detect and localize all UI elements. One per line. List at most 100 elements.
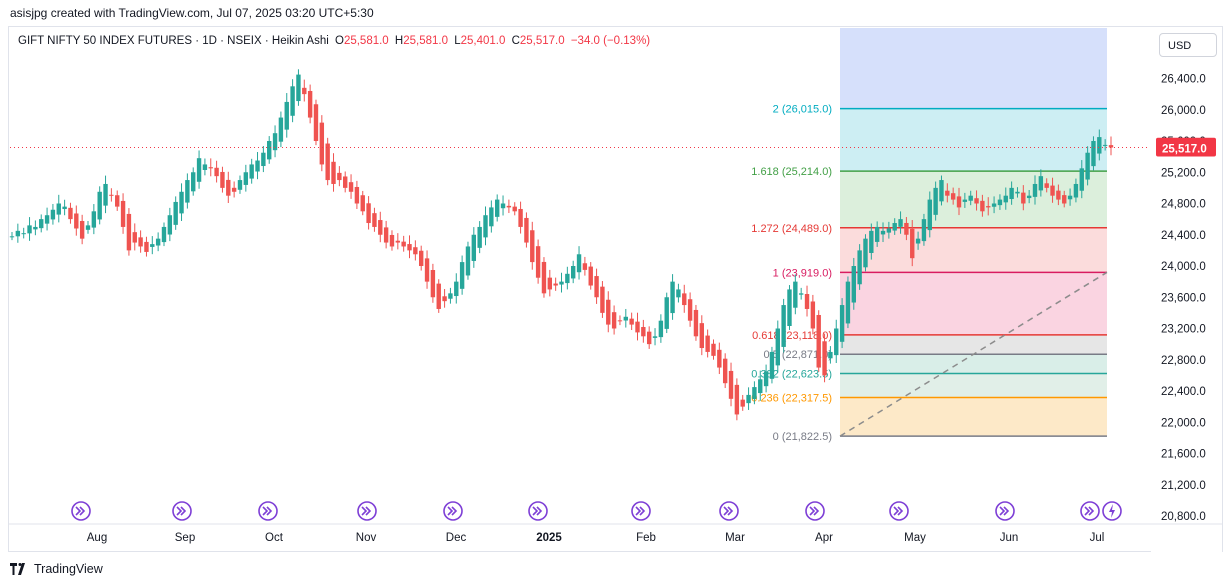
dividend-event-icon[interactable] <box>172 501 192 521</box>
dividend-event-icon[interactable] <box>357 501 377 521</box>
price-axis[interactable]: 26,400.026,000.025,600.025,200.024,800.0… <box>1151 27 1222 552</box>
fib-zone <box>840 354 1107 374</box>
fib-level-label: 1.618 (25,214.0) <box>751 166 832 178</box>
dividend-event-icon[interactable] <box>719 501 739 521</box>
candle-body <box>354 186 360 204</box>
candle-body <box>1032 183 1038 197</box>
candle-body <box>641 327 646 337</box>
y-tick-label: 24,800.0 <box>1161 199 1206 211</box>
candle-body <box>109 194 114 196</box>
candle-body <box>261 152 266 167</box>
lightning-event-icon[interactable] <box>1102 501 1122 521</box>
candle-body <box>1079 168 1084 191</box>
candle-body <box>711 343 716 356</box>
candle-body <box>407 244 412 251</box>
candle-body <box>56 203 61 215</box>
candle-body <box>945 190 950 196</box>
dividend-event-icon[interactable] <box>805 501 825 521</box>
candle-body <box>904 222 909 235</box>
fib-level-label: 0.5 (22,871.0) <box>764 349 833 361</box>
candle-body <box>62 206 67 210</box>
x-tick-label: Dec <box>446 532 467 544</box>
dividend-event-icon[interactable] <box>995 501 1015 521</box>
candle-body <box>798 293 804 295</box>
candle-body <box>185 180 190 203</box>
candle-body <box>1009 187 1014 200</box>
candle-body <box>85 225 91 230</box>
candle-body <box>722 358 728 384</box>
candle-body <box>9 236 15 238</box>
dividend-event-icon[interactable] <box>1080 501 1100 521</box>
symbol-title[interactable]: GIFT NIFTY 50 INDEX FUTURES · 1D · NSEIX… <box>18 35 329 47</box>
candle-body <box>489 207 494 227</box>
dividend-event-icon[interactable] <box>71 501 91 521</box>
y-tick-label: 26,000.0 <box>1161 105 1206 117</box>
candle-body <box>500 203 506 209</box>
footer-brand[interactable]: TradingView <box>10 562 103 576</box>
candle-body <box>1102 144 1108 146</box>
candle-body <box>313 104 319 141</box>
fib-trend-line <box>839 271 1108 437</box>
y-tick-label: 23,200.0 <box>1161 324 1206 336</box>
y-tick-label: 22,000.0 <box>1161 417 1206 429</box>
footer-brand-label: TradingView <box>34 562 103 576</box>
candle-body <box>693 309 699 337</box>
candle-body <box>986 206 991 208</box>
candle-body <box>471 234 477 261</box>
candle-body <box>290 86 295 116</box>
candle-body <box>1021 192 1026 204</box>
candle-body <box>202 164 208 170</box>
candle-body <box>448 293 453 299</box>
time-axis[interactable]: Aug Sep Oct Nov Dec 2025 Feb Mar Apr May Jun Jul <box>9 523 1222 544</box>
fibonacci-retracement[interactable]: 2 (26,015.0) 1.618 (25,214.0) 1.272 (24,48… <box>751 28 1108 443</box>
candle-body <box>576 254 582 273</box>
candle-body <box>383 227 389 243</box>
candle-body <box>454 281 459 297</box>
candle-body <box>991 203 997 207</box>
candle-body <box>547 277 553 290</box>
candle-body <box>1015 191 1020 194</box>
candle-body <box>670 281 675 314</box>
y-tick-label: 23,600.0 <box>1161 292 1206 304</box>
dividend-event-icon[interactable] <box>258 501 278 521</box>
dividend-event-icon[interactable] <box>528 501 548 521</box>
candle-body <box>921 219 927 242</box>
candle-body <box>395 240 401 243</box>
candle-body <box>272 133 278 151</box>
x-tick-label: Nov <box>356 532 377 544</box>
dividend-event-icon[interactable] <box>889 501 909 521</box>
event-markers[interactable] <box>71 501 1122 521</box>
candle-body <box>822 341 827 376</box>
candle-body <box>834 328 839 356</box>
price-axis-background <box>1151 27 1222 552</box>
candle-body <box>191 172 196 192</box>
candle-body <box>629 318 634 325</box>
candle-body <box>372 213 377 227</box>
candle-body <box>21 233 26 235</box>
close-value: 25,517.0 <box>519 35 565 47</box>
y-tick-label: 22,400.0 <box>1161 386 1206 398</box>
candle-body <box>728 370 734 399</box>
candle-body <box>483 215 488 238</box>
fib-level-label: 2 (26,015.0) <box>773 104 832 116</box>
y-tick-label: 22,800.0 <box>1161 355 1206 367</box>
candle-body <box>793 281 798 308</box>
currency-button[interactable]: USD <box>1159 33 1217 57</box>
candle-body <box>220 171 225 188</box>
candle-body <box>752 387 757 400</box>
y-tick-label: 20,800.0 <box>1161 511 1206 523</box>
candle-body <box>348 182 354 192</box>
dividend-event-icon[interactable] <box>443 501 463 521</box>
dividend-event-icon[interactable] <box>631 501 651 521</box>
candle-body <box>208 167 213 169</box>
candle-body <box>126 213 132 251</box>
candle-body <box>231 187 237 192</box>
candle-body <box>898 219 903 227</box>
candle-body <box>758 379 763 394</box>
candle-body <box>337 172 342 181</box>
candle-body <box>910 228 915 259</box>
candle-body <box>50 209 56 220</box>
candle-body <box>740 399 745 407</box>
candle-body <box>775 328 780 366</box>
